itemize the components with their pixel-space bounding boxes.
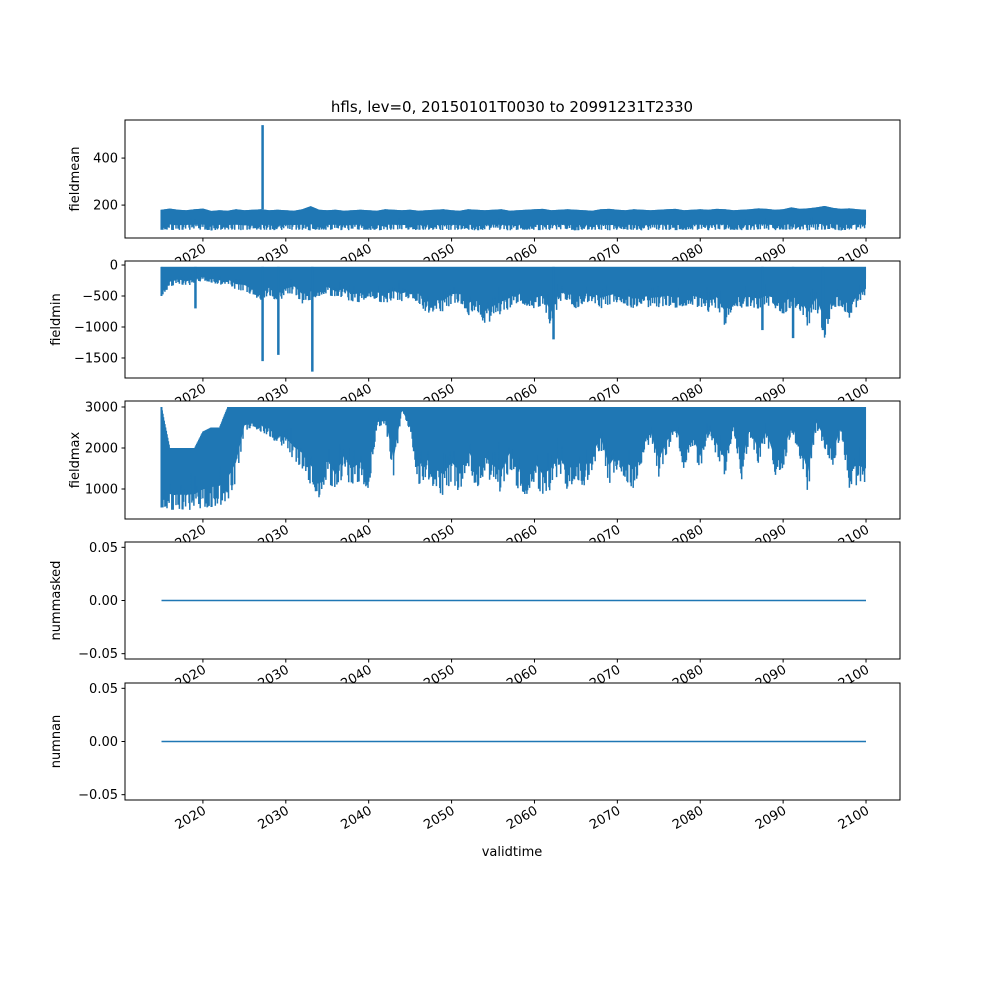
axes-frame: [124, 260, 901, 379]
y-tick-label: 2000: [85, 441, 118, 456]
x-axis-label: validtime: [482, 845, 543, 860]
series-fieldmean: [160, 125, 867, 231]
y-tick-label: 0.05: [89, 682, 118, 697]
chart-title: hfls, lev=0, 20150101T0030 to 20991231T2…: [331, 98, 693, 116]
y-tick-label: 0: [110, 259, 118, 274]
y-tick-label: 0.00: [89, 594, 118, 609]
y-tick-label: 0.00: [89, 735, 118, 750]
y-tick-label: −1500: [74, 351, 118, 366]
y-tick-label: 1000: [85, 482, 118, 497]
y-tick-label: 200: [93, 199, 118, 214]
y-axis-label: fieldmin: [49, 293, 64, 346]
y-tick-label: 0.05: [89, 541, 118, 556]
y-tick-label: −1000: [74, 320, 118, 335]
y-tick-label: −0.05: [78, 647, 118, 662]
y-axis-label: numnan: [49, 715, 64, 769]
axes-frame: [124, 119, 901, 239]
y-axis-label: fieldmax: [68, 432, 83, 489]
y-tick-label: 400: [93, 152, 118, 167]
series-fieldmin: [160, 266, 867, 372]
y-tick-label: −0.05: [78, 788, 118, 803]
y-axis-label: fieldmean: [68, 147, 83, 212]
y-axis-label: nummasked: [49, 561, 64, 641]
y-tick-label: −500: [82, 290, 118, 305]
axes-frame: [124, 400, 901, 520]
y-tick-label: 3000: [85, 400, 118, 415]
series-fieldmax: [160, 406, 867, 510]
